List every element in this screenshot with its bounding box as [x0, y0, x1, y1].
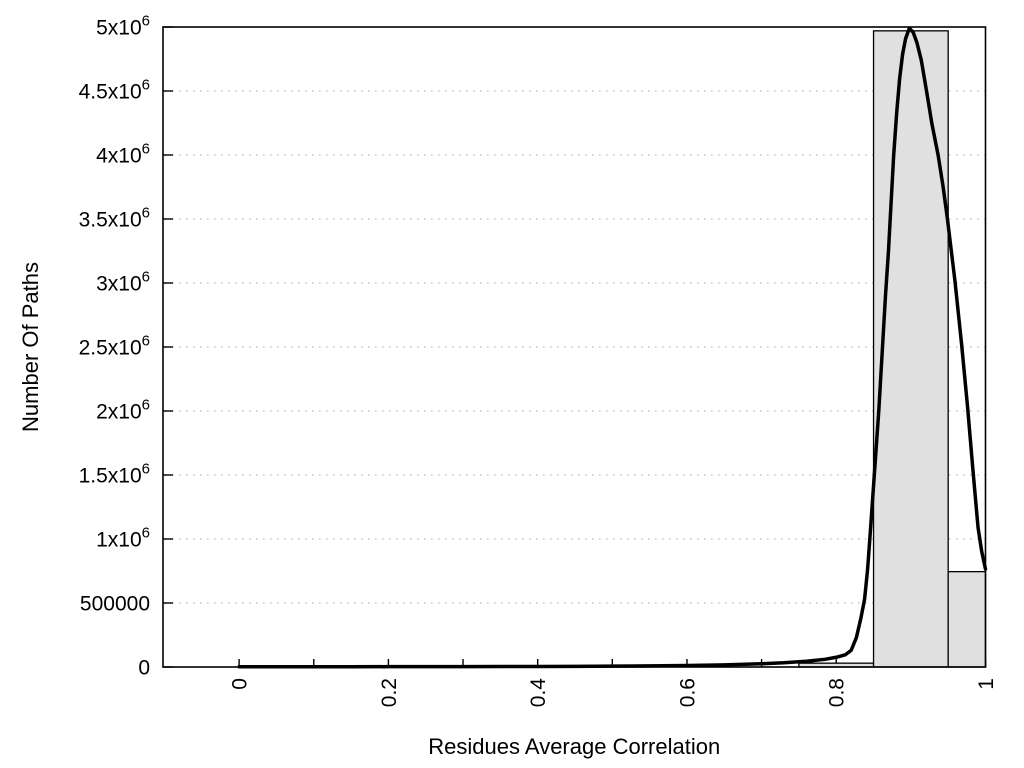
y-tick-label: 1.5x106	[79, 461, 150, 488]
y-tick-label: 5x106	[96, 13, 150, 40]
x-tick-label: 1	[975, 678, 998, 690]
y-tick-label: 1x106	[96, 525, 150, 552]
y-axis-title: Number Of Paths	[18, 262, 43, 432]
histogram-bar	[947, 570, 987, 668]
x-tick-label: 0.6	[676, 678, 699, 707]
histogram-bar	[872, 30, 949, 668]
y-tick-label: 3.5x106	[79, 205, 150, 232]
x-tick-label: 0	[229, 678, 252, 690]
y-tick-label: 2.5x106	[79, 333, 150, 360]
y-tick-label: 0	[138, 657, 150, 680]
x-tick-label: 0.2	[378, 678, 401, 707]
y-tick-label: 3x106	[96, 269, 150, 296]
y-tick-label: 4x106	[96, 141, 150, 168]
x-tick-label: 0.4	[527, 678, 550, 708]
x-axis-title: Residues Average Correlation	[428, 734, 720, 759]
plot-border	[162, 26, 987, 668]
x-tick-label: 0.8	[826, 678, 849, 707]
y-tick-label: 2x106	[96, 397, 150, 424]
y-tick-label: 500000	[80, 593, 150, 616]
y-tick-label: 4.5x106	[79, 77, 150, 104]
